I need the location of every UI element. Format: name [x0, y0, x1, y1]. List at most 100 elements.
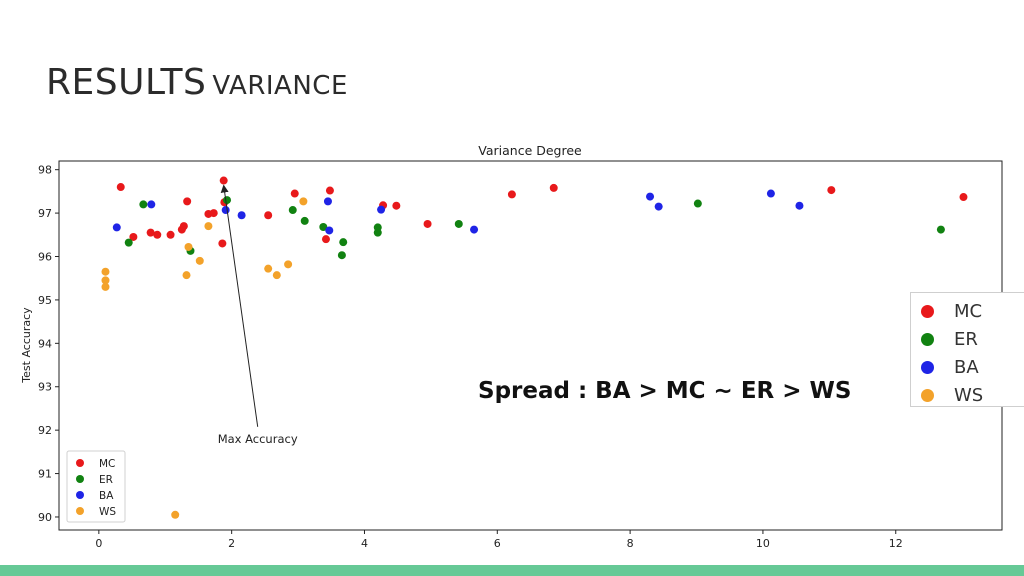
legend-large: MC ER BA WS — [910, 292, 1024, 407]
point-mc — [827, 186, 835, 194]
legend-label-mc: MC — [954, 301, 982, 322]
small-legend-dot-mc — [76, 459, 84, 467]
point-ba — [222, 206, 230, 214]
point-ws — [273, 271, 281, 279]
y-tick-label: 90 — [38, 511, 52, 524]
point-er — [301, 217, 309, 225]
point-ba — [325, 226, 333, 234]
point-ws — [299, 197, 307, 205]
x-tick-label: 0 — [95, 537, 102, 550]
point-ws — [196, 257, 204, 265]
x-tick-label: 10 — [756, 537, 770, 550]
x-tick-label: 8 — [627, 537, 634, 550]
legend-entry-er: ER — [921, 325, 1024, 353]
legend-label-ba: BA — [954, 357, 979, 378]
small-legend-dot-ba — [76, 491, 84, 499]
bottom-accent-bar — [0, 565, 1024, 576]
small-legend-dot-ws — [76, 507, 84, 515]
point-mc — [210, 209, 218, 217]
chart-title: Variance Degree — [478, 143, 582, 158]
x-tick-label: 6 — [494, 537, 501, 550]
point-er — [455, 220, 463, 228]
point-mc — [959, 193, 967, 201]
y-tick-label: 95 — [38, 294, 52, 307]
point-mc — [322, 235, 330, 243]
legend-dot-ws — [921, 389, 934, 402]
point-mc — [424, 220, 432, 228]
small-legend-label-er: ER — [99, 474, 113, 486]
legend-label-er: ER — [954, 329, 978, 350]
small-legend-label-ws: WS — [99, 506, 116, 518]
point-ba — [646, 193, 654, 201]
point-mc — [550, 184, 558, 192]
y-tick-label: 92 — [38, 424, 52, 437]
small-legend-label-ba: BA — [99, 490, 114, 502]
point-mc — [291, 190, 299, 198]
point-mc — [264, 211, 272, 219]
point-mc — [117, 183, 125, 191]
spread-note: Spread : BA > MC ~ ER > WS — [478, 378, 851, 404]
point-er — [694, 200, 702, 208]
point-ba — [147, 200, 155, 208]
point-mc — [183, 197, 191, 205]
small-legend: MC ER BA WS — [67, 451, 125, 522]
point-mc — [167, 231, 175, 239]
point-er — [125, 239, 133, 247]
point-ws — [171, 511, 179, 519]
legend-entry-ba: BA — [921, 353, 1024, 381]
legend-dot-mc — [921, 305, 934, 318]
point-er — [289, 206, 297, 214]
x-tick-label: 2 — [228, 537, 235, 550]
plot-frame — [59, 161, 1002, 530]
small-legend-label-mc: MC — [99, 458, 115, 470]
y-tick-label: 93 — [38, 381, 52, 394]
legend-dot-er — [921, 333, 934, 346]
point-er — [139, 200, 147, 208]
point-ba — [238, 211, 246, 219]
point-ba — [377, 206, 385, 214]
point-er — [338, 251, 346, 259]
point-mc — [180, 222, 188, 230]
point-ws — [184, 243, 192, 251]
legend-dot-ba — [921, 361, 934, 374]
point-ba — [795, 202, 803, 210]
y-tick-label: 97 — [38, 207, 52, 220]
point-ws — [284, 260, 292, 268]
point-er — [223, 196, 231, 204]
point-mc — [153, 231, 161, 239]
point-er — [339, 238, 347, 246]
point-mc — [220, 177, 228, 185]
x-tick-label: 4 — [361, 537, 368, 550]
y-tick-label: 91 — [38, 468, 52, 481]
y-tick-label: 96 — [38, 251, 52, 264]
legend-entry-ws: WS — [921, 381, 1024, 409]
point-er — [937, 226, 945, 234]
legend-label-ws: WS — [954, 385, 983, 406]
point-mc — [392, 202, 400, 210]
point-ws — [204, 222, 212, 230]
point-ws — [183, 271, 191, 279]
max-accuracy-arrow — [224, 186, 258, 427]
y-axis-label: Test Accuracy — [20, 307, 33, 384]
point-mc — [218, 239, 226, 247]
y-tick-label: 98 — [38, 164, 52, 177]
point-mc — [326, 187, 334, 195]
point-ws — [101, 268, 109, 276]
x-ticks: 0 2 4 6 8 10 12 — [95, 530, 902, 550]
scatter-chart: Variance Degree Test Accuracy 0 2 4 6 8 10 12 … — [0, 0, 1024, 576]
y-ticks: 90 91 92 93 94 95 96 97 98 — [38, 164, 59, 524]
point-ba — [113, 223, 121, 231]
x-tick-label: 12 — [889, 537, 903, 550]
max-accuracy-annotation: Max Accuracy — [218, 432, 298, 446]
legend-entry-mc: MC — [921, 297, 1024, 325]
small-legend-box — [67, 451, 125, 522]
y-tick-label: 94 — [38, 337, 52, 350]
point-mc — [508, 190, 516, 198]
point-ba — [767, 190, 775, 198]
point-ba — [655, 203, 663, 211]
point-ba — [470, 226, 478, 234]
small-legend-dot-er — [76, 475, 84, 483]
data-points — [101, 177, 967, 519]
point-ws — [101, 283, 109, 291]
point-er — [374, 223, 382, 231]
